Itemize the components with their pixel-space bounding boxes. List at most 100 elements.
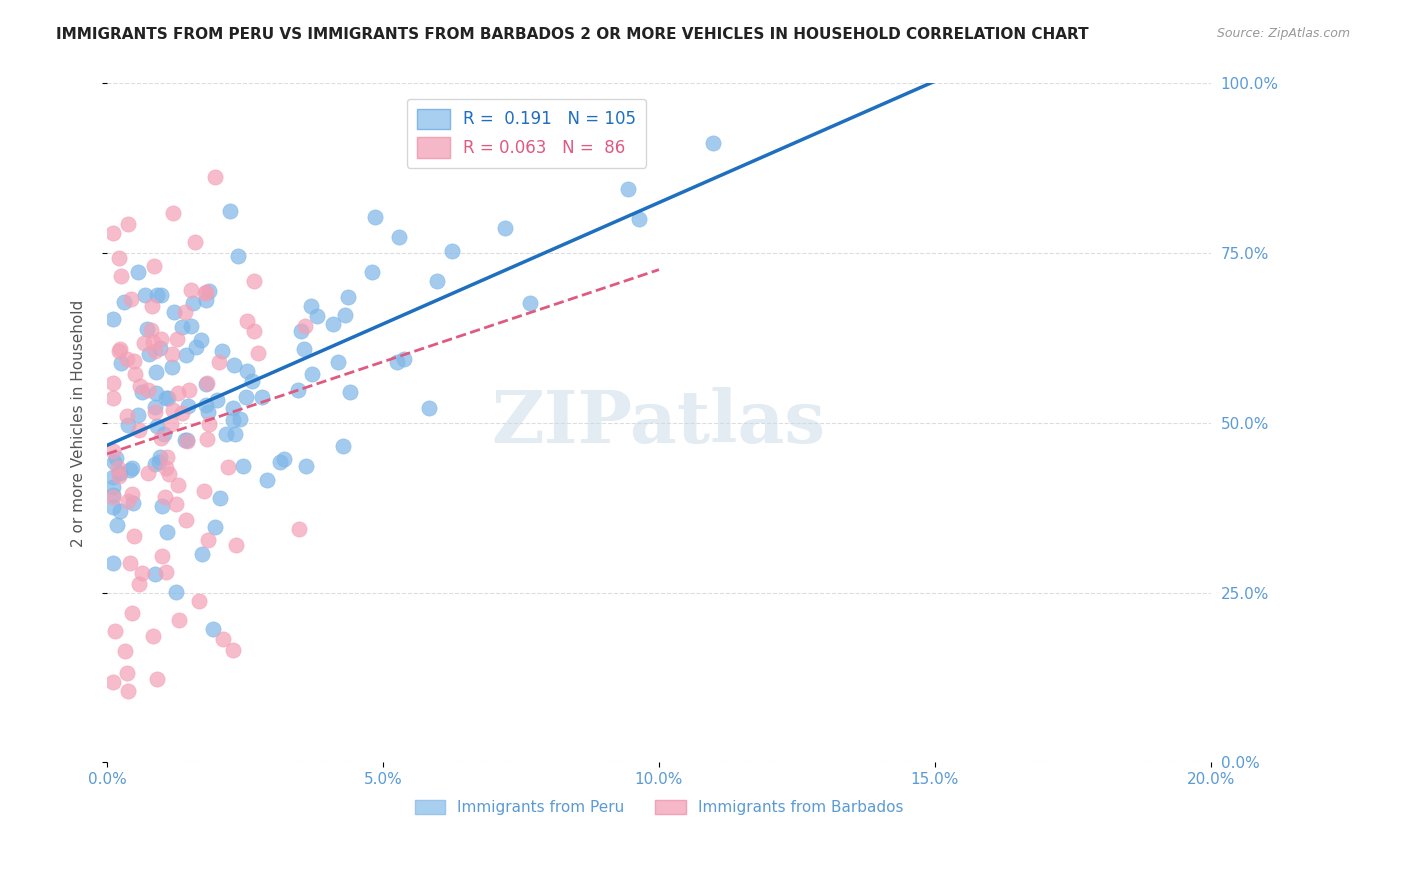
Point xyxy=(440,244,463,258)
Point xyxy=(172,406,194,420)
Point xyxy=(131,566,153,580)
Point xyxy=(136,383,159,397)
Point xyxy=(131,384,153,399)
Point xyxy=(156,450,179,465)
Point xyxy=(108,503,131,517)
Point xyxy=(301,368,323,382)
Point xyxy=(195,398,218,412)
Point xyxy=(101,227,124,241)
Point xyxy=(101,470,124,484)
Point xyxy=(174,513,197,527)
Point xyxy=(181,296,204,310)
Point xyxy=(197,405,219,419)
Point xyxy=(127,265,149,279)
Point xyxy=(337,290,360,304)
Point xyxy=(101,376,124,391)
Text: Source: ZipAtlas.com: Source: ZipAtlas.com xyxy=(1216,27,1350,40)
Point xyxy=(121,460,143,475)
Point xyxy=(295,458,318,473)
Point xyxy=(229,411,252,425)
Point xyxy=(208,491,231,505)
Point xyxy=(201,622,224,636)
Point xyxy=(157,467,180,481)
Point xyxy=(107,466,129,480)
Point xyxy=(176,399,198,413)
Point xyxy=(152,500,174,514)
Point xyxy=(118,462,141,476)
Point xyxy=(101,500,124,514)
Point xyxy=(138,347,160,361)
Point xyxy=(103,455,125,469)
Point xyxy=(118,557,141,571)
Point xyxy=(190,333,212,347)
Point xyxy=(120,292,142,306)
Point xyxy=(174,305,197,319)
Point xyxy=(195,377,218,392)
Point xyxy=(145,672,167,686)
Point xyxy=(418,401,440,416)
Point xyxy=(361,265,384,279)
Point xyxy=(627,211,650,226)
Point xyxy=(617,182,640,196)
Point xyxy=(108,344,131,359)
Point xyxy=(222,413,245,427)
Point xyxy=(143,259,166,273)
Point xyxy=(107,251,129,265)
Point xyxy=(205,393,228,408)
Legend: Immigrants from Peru, Immigrants from Barbados: Immigrants from Peru, Immigrants from Ba… xyxy=(406,792,911,822)
Point xyxy=(235,364,257,378)
Point xyxy=(167,386,190,401)
Point xyxy=(142,629,165,643)
Point xyxy=(136,322,159,336)
Point xyxy=(101,480,124,494)
Point xyxy=(129,379,152,393)
Point xyxy=(107,461,129,475)
Point xyxy=(191,547,214,561)
Point xyxy=(426,274,449,288)
Point xyxy=(146,288,169,302)
Point xyxy=(149,341,172,355)
Point xyxy=(124,368,146,382)
Point xyxy=(222,358,245,372)
Point xyxy=(224,426,246,441)
Point xyxy=(702,136,724,150)
Point xyxy=(145,343,167,358)
Point xyxy=(117,217,139,231)
Point xyxy=(225,538,247,552)
Point xyxy=(108,469,131,483)
Point xyxy=(339,385,361,400)
Point xyxy=(121,606,143,620)
Point xyxy=(221,401,243,416)
Point xyxy=(121,487,143,501)
Point xyxy=(157,391,180,405)
Point xyxy=(195,293,218,307)
Point xyxy=(392,352,415,367)
Point xyxy=(155,461,177,475)
Point xyxy=(204,520,226,534)
Point xyxy=(287,522,309,536)
Point xyxy=(122,529,145,543)
Point xyxy=(219,204,242,219)
Point xyxy=(117,684,139,698)
Point xyxy=(165,497,187,511)
Point xyxy=(139,323,162,337)
Point xyxy=(519,296,541,310)
Point xyxy=(110,269,132,284)
Point xyxy=(162,347,184,361)
Point xyxy=(150,287,173,301)
Point xyxy=(494,221,516,235)
Point xyxy=(117,417,139,432)
Point xyxy=(208,355,231,369)
Point xyxy=(115,666,138,681)
Point xyxy=(101,444,124,458)
Point xyxy=(188,594,211,608)
Point xyxy=(117,493,139,508)
Point xyxy=(156,524,179,539)
Point xyxy=(145,365,167,379)
Point xyxy=(155,565,177,579)
Point xyxy=(173,433,195,447)
Point xyxy=(153,490,176,504)
Point xyxy=(132,336,155,351)
Point xyxy=(162,402,184,417)
Point xyxy=(153,427,176,442)
